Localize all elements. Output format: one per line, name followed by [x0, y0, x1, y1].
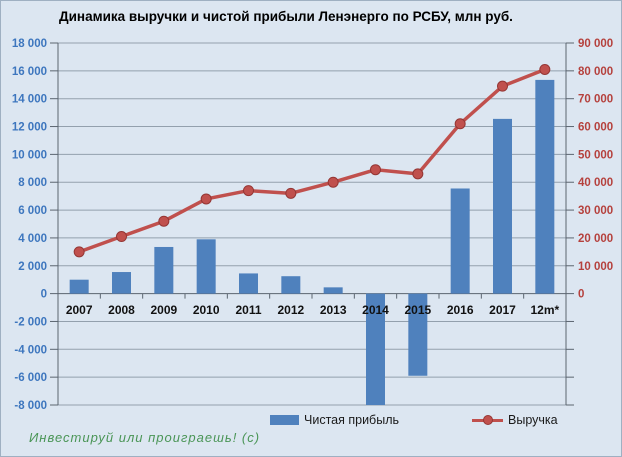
svg-text:12m*: 12m*: [530, 303, 559, 317]
bar-series-swatch-icon: [270, 415, 299, 425]
svg-text:14 000: 14 000: [12, 94, 47, 106]
legend-net-profit-label: Чистая прибыль: [304, 413, 399, 427]
svg-text:0: 0: [578, 289, 584, 301]
svg-text:80 000: 80 000: [578, 66, 613, 78]
svg-text:20 000: 20 000: [578, 233, 613, 245]
svg-text:60 000: 60 000: [578, 122, 613, 134]
chart-title: Динамика выручки и чистой прибыли Ленэне…: [59, 9, 513, 24]
svg-text:-8 000: -8 000: [14, 400, 47, 412]
svg-text:2007: 2007: [66, 303, 93, 317]
legend-revenue-label: Выручка: [508, 413, 558, 427]
svg-text:2012: 2012: [277, 303, 304, 317]
line-series-swatch-icon: [472, 415, 503, 425]
svg-text:2010: 2010: [193, 303, 220, 317]
svg-text:18 000: 18 000: [12, 38, 47, 50]
svg-text:6 000: 6 000: [18, 205, 47, 217]
legend-item-net-profit: Чистая прибыль: [270, 413, 399, 427]
watermark-signature: Инвестируй или проиграешь! (c): [29, 430, 261, 445]
svg-text:-6 000: -6 000: [14, 372, 47, 384]
svg-text:2013: 2013: [320, 303, 347, 317]
svg-text:-4 000: -4 000: [14, 344, 47, 356]
legend-item-revenue: Выручка: [472, 413, 558, 427]
svg-text:2015: 2015: [404, 303, 431, 317]
svg-text:40 000: 40 000: [578, 177, 613, 189]
svg-text:2017: 2017: [489, 303, 516, 317]
svg-text:2016: 2016: [447, 303, 474, 317]
svg-text:2009: 2009: [150, 303, 177, 317]
svg-text:2 000: 2 000: [18, 261, 47, 273]
line-marker-dot-icon: [483, 415, 493, 425]
svg-text:8 000: 8 000: [18, 177, 47, 189]
svg-text:2008: 2008: [108, 303, 135, 317]
svg-text:50 000: 50 000: [578, 149, 613, 161]
svg-text:0: 0: [41, 289, 47, 301]
svg-text:30 000: 30 000: [578, 205, 613, 217]
svg-text:16 000: 16 000: [12, 66, 47, 78]
chart-legend: Чистая прибыль Выручка: [1, 412, 621, 432]
svg-text:4 000: 4 000: [18, 233, 47, 245]
svg-text:90 000: 90 000: [578, 38, 613, 50]
svg-text:10 000: 10 000: [12, 149, 47, 161]
svg-text:12 000: 12 000: [12, 122, 47, 134]
svg-text:-2 000: -2 000: [14, 316, 47, 328]
svg-text:2014: 2014: [362, 303, 389, 317]
svg-text:70 000: 70 000: [578, 94, 613, 106]
svg-text:10 000: 10 000: [578, 261, 613, 273]
svg-text:2011: 2011: [235, 303, 261, 317]
